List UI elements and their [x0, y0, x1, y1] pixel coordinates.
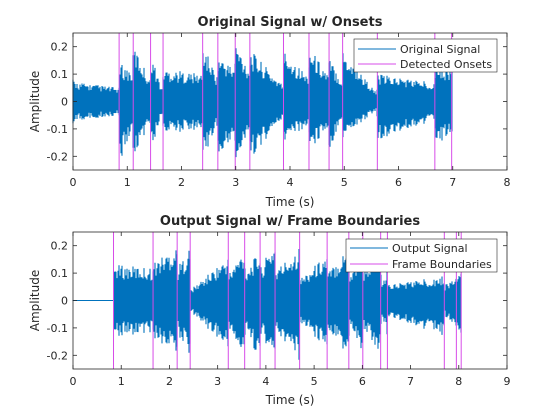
y-tick-label: -0.1 [47, 322, 68, 335]
y-tick-label: 0.2 [51, 240, 69, 253]
x-tick-label: 0 [70, 375, 77, 388]
y-axis-ticks: 0.2 0.1 0 -0.1 -0.2 [47, 41, 507, 163]
y-tick-label: 0.2 [51, 41, 69, 54]
legend-entry-original-signal: Original Signal [400, 43, 480, 56]
x-tick-label: 1 [118, 375, 125, 388]
x-tick-label: 8 [504, 176, 511, 189]
x-tick-label: 5 [341, 176, 348, 189]
x-tick-label: 6 [395, 176, 402, 189]
x-tick-label: 7 [407, 375, 414, 388]
y-axis-ticks: 0.2 0.1 0 -0.1 -0.2 [47, 240, 507, 362]
chart-title: Original Signal w/ Onsets [198, 15, 383, 30]
y-axis-label: Amplitude [28, 270, 42, 332]
x-tick-label: 5 [311, 375, 318, 388]
y-axis-label: Amplitude [28, 71, 42, 133]
x-axis-ticks: 0 1 2 3 4 5 6 7 8 9 [70, 232, 511, 388]
y-tick-label: 0.1 [51, 267, 69, 280]
x-axis-label: Time (s) [265, 393, 315, 407]
legend: Original Signal Detected Onsets [353, 38, 498, 73]
x-tick-label: 4 [287, 176, 294, 189]
x-tick-label: 8 [455, 375, 462, 388]
x-tick-label: 4 [262, 375, 269, 388]
y-tick-label: -0.2 [47, 349, 68, 362]
x-tick-label: 3 [214, 375, 221, 388]
x-tick-label: 9 [504, 375, 511, 388]
legend-entry-output-signal: Output Signal [392, 242, 468, 255]
x-axis-label: Time (s) [265, 195, 315, 209]
legend-entry-frame-boundaries: Frame Boundaries [392, 258, 492, 271]
x-tick-label: 3 [232, 176, 239, 189]
y-tick-label: 0.1 [51, 68, 69, 81]
x-axis-ticks: 0 1 2 3 4 5 6 7 8 [70, 33, 511, 189]
x-tick-label: 0 [70, 176, 77, 189]
legend-entry-detected-onsets: Detected Onsets [400, 58, 492, 71]
chart-title: Output Signal w/ Frame Boundaries [160, 214, 420, 229]
y-tick-label: 0 [61, 96, 68, 109]
legend: Output Signal Frame Boundaries [345, 238, 498, 273]
legend-box [345, 238, 498, 273]
legend-box [353, 38, 498, 73]
x-tick-label: 6 [359, 375, 366, 388]
x-tick-label: 2 [166, 375, 173, 388]
y-tick-label: -0.2 [47, 150, 68, 163]
y-tick-label: 0 [61, 295, 68, 308]
x-tick-label: 1 [124, 176, 131, 189]
x-tick-label: 7 [449, 176, 456, 189]
y-tick-label: -0.1 [47, 123, 68, 136]
chart-output-signal: Output Signal w/ Frame Boundaries 0 1 2 3 4 5… [28, 214, 511, 407]
x-tick-label: 2 [178, 176, 185, 189]
